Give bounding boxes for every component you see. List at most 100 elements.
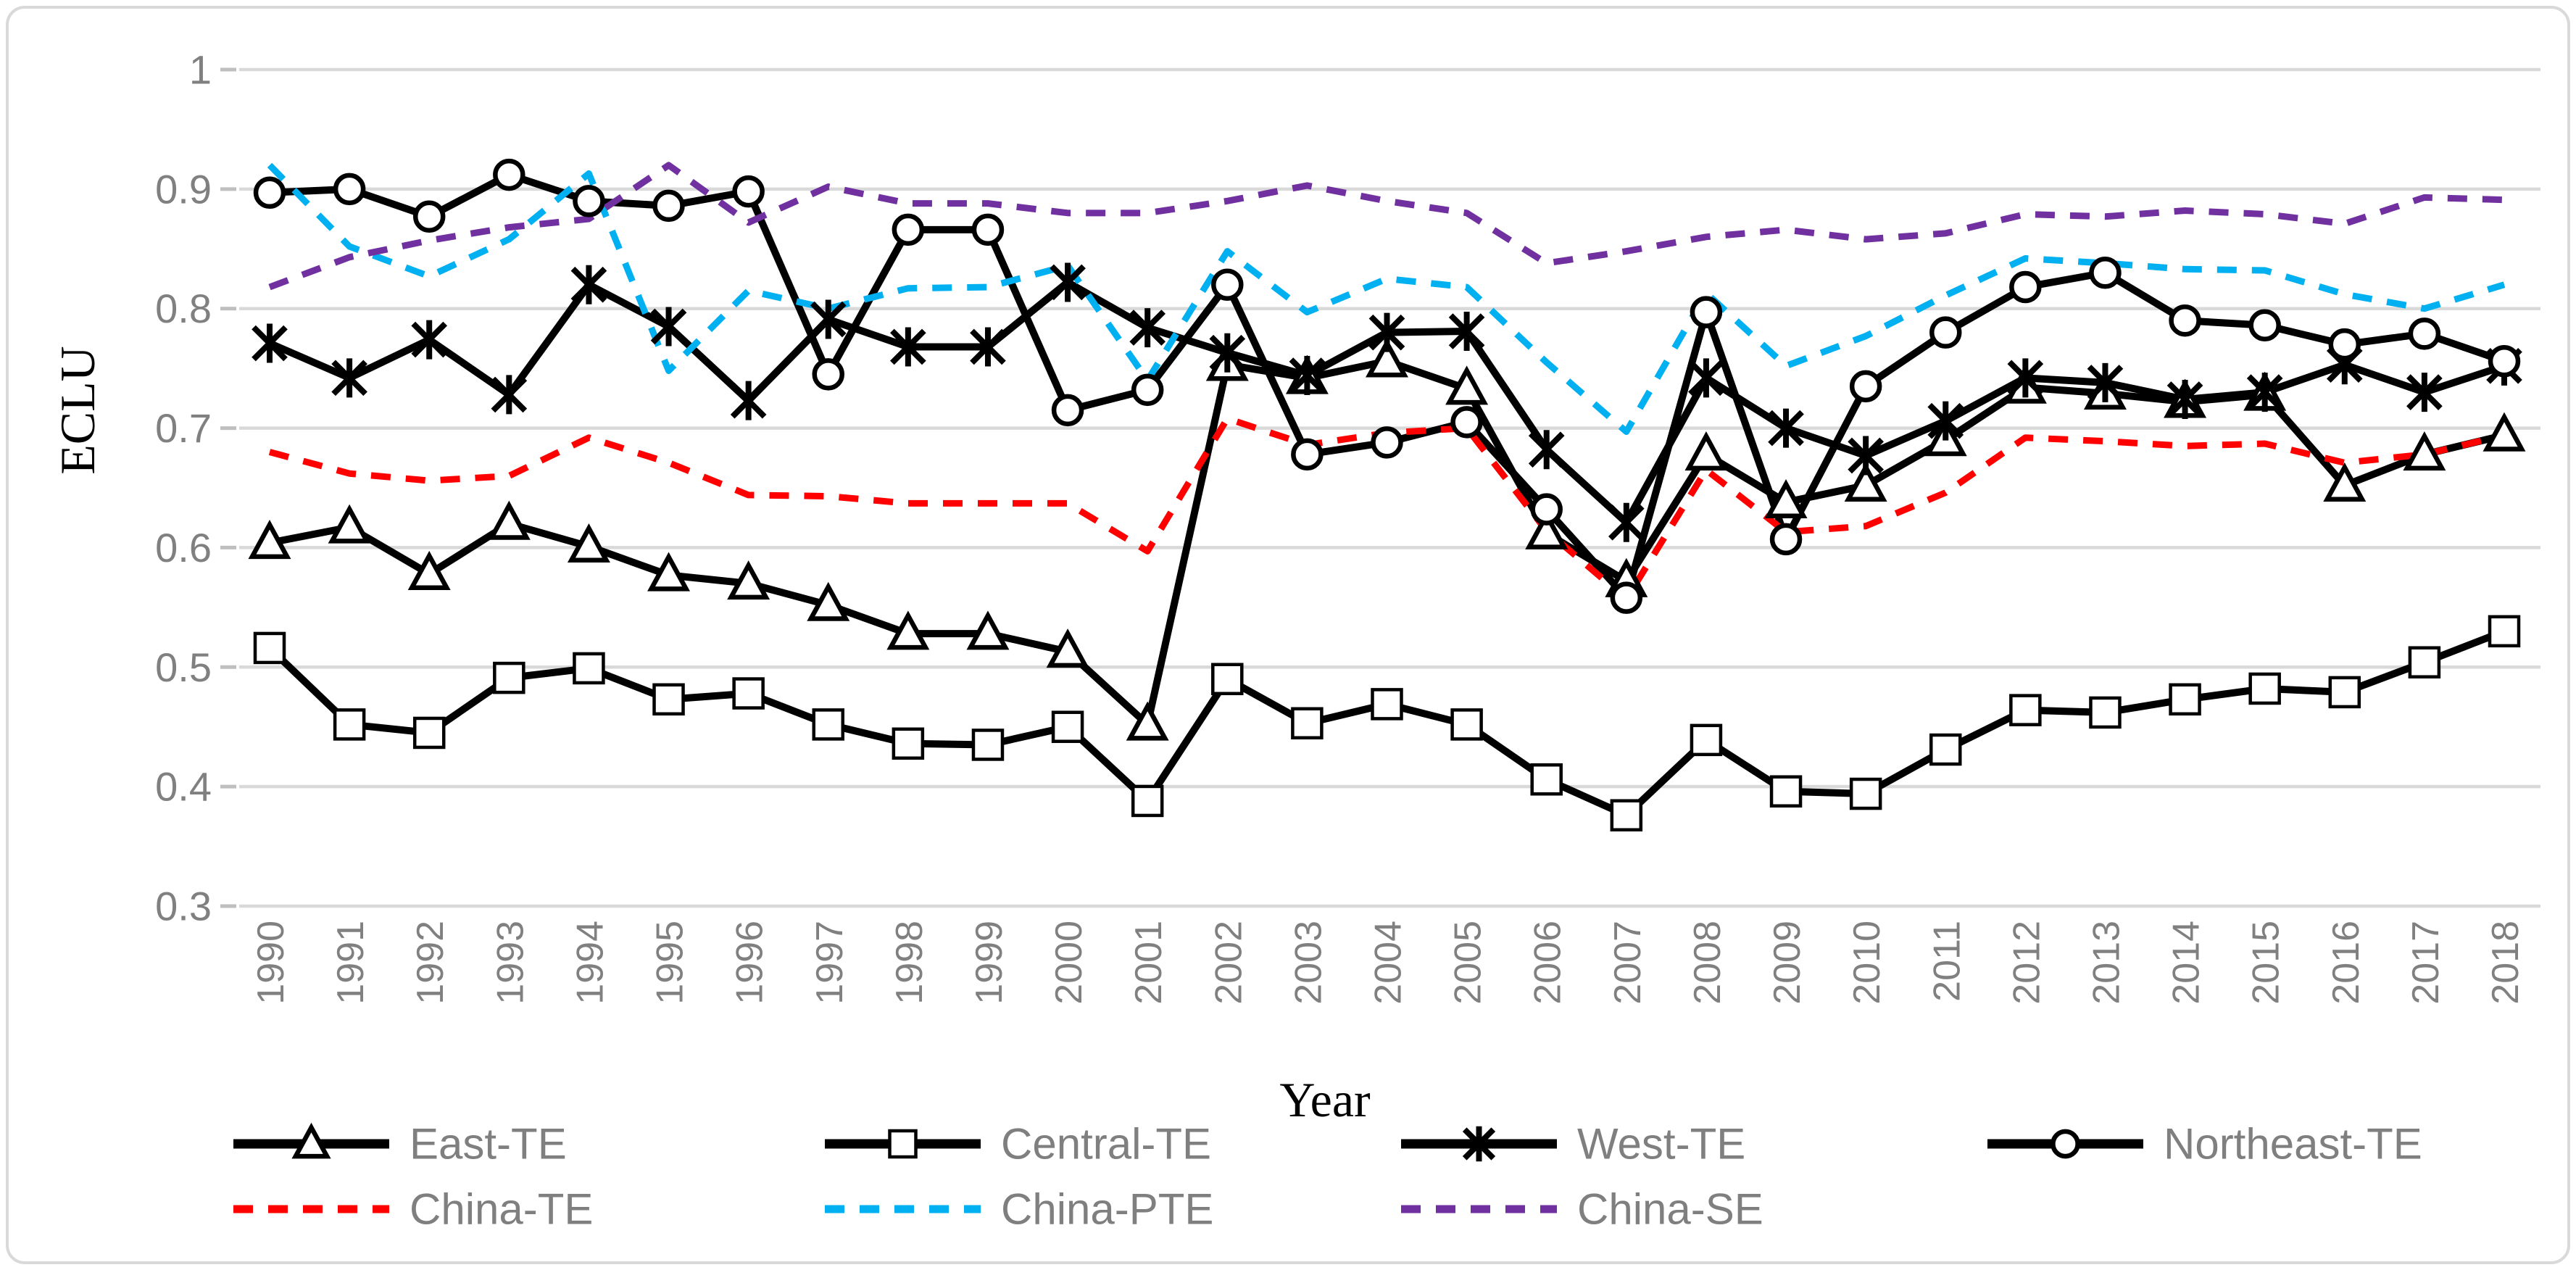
asterisk-marker <box>2087 362 2124 402</box>
triangle-marker <box>328 504 371 544</box>
x-tick-label-1997: 1997 <box>809 921 851 1005</box>
asterisk-marker <box>1608 502 1645 542</box>
circle-marker <box>412 200 446 233</box>
circle-marker <box>1849 370 1882 403</box>
x-tick-label-2013: 2013 <box>2085 921 2127 1005</box>
square-marker <box>2009 694 2042 726</box>
square-marker <box>2169 683 2201 716</box>
asterisk-marker <box>730 381 767 420</box>
asterisk-marker <box>331 358 367 398</box>
triangle-marker <box>248 520 291 560</box>
asterisk-marker <box>2166 380 2203 420</box>
triangle-marker <box>1445 365 1489 405</box>
square-marker <box>1450 708 1483 741</box>
circle-marker <box>1450 406 1483 439</box>
x-tick-label-2017: 2017 <box>2405 921 2447 1005</box>
asterisk-marker <box>1209 333 1246 373</box>
circle-marker <box>1371 426 1403 459</box>
asterisk-marker <box>570 265 607 304</box>
triangle-marker <box>2403 431 2446 471</box>
square-marker <box>493 661 525 694</box>
asterisk-marker <box>810 299 847 339</box>
square-marker <box>2248 672 2281 705</box>
x-tick-label-2016: 2016 <box>2325 921 2367 1005</box>
x-tick-label-1998: 1998 <box>889 921 931 1005</box>
legend-item-China-SE: China-SE <box>1401 1185 1763 1234</box>
legend-label: China-TE <box>410 1185 593 1234</box>
x-tick-label-2018: 2018 <box>2485 921 2527 1005</box>
legend: East-TE Central-TE West-TE Northeast-TE Chin… <box>233 1120 2422 1234</box>
circle-marker <box>1690 296 1723 328</box>
triangle-marker <box>886 610 930 650</box>
markers-West-TE <box>252 262 2522 542</box>
y-axis-tick-labels: 1 0.9 0.8 0.7 0.6 0.5 0.4 0.3 <box>155 47 212 929</box>
y-tick-label: 0.6 <box>155 525 212 570</box>
asterisk-marker <box>1368 312 1405 352</box>
x-tick-label-1994: 1994 <box>569 921 611 1005</box>
square-marker <box>1530 763 1563 796</box>
triangle-marker <box>647 552 691 592</box>
x-axis-tick-labels: 1990 1991 1992 1993 1994 1995 1996 1997 1998 1999… <box>250 921 2527 1005</box>
x-tick-label-2009: 2009 <box>1766 921 1808 1005</box>
square-marker <box>812 708 844 741</box>
circle-marker <box>1211 268 1244 301</box>
circle-marker <box>2089 257 2122 289</box>
asterisk-marker <box>1129 308 1166 348</box>
legend-label: West-TE <box>1577 1120 1745 1169</box>
triangle-marker <box>1764 478 1808 519</box>
square-marker <box>892 727 925 760</box>
square-marker <box>2089 696 2122 729</box>
square-marker <box>573 652 605 685</box>
legend-item-Northeast-TE: Northeast-TE <box>1987 1120 2422 1169</box>
series-markers <box>248 158 2526 831</box>
x-tick-label-2001: 2001 <box>1128 921 1170 1005</box>
triangle-marker <box>1366 338 1408 378</box>
legend-item-China-PTE: China-PTE <box>825 1185 1213 1234</box>
circle-marker <box>1291 438 1324 471</box>
markers-Central-TE <box>253 615 2521 831</box>
asterisk-marker <box>650 307 687 346</box>
asterisk-marker <box>1848 436 1884 476</box>
x-tick-label-2002: 2002 <box>1208 921 1250 1005</box>
triangle-marker <box>487 500 531 540</box>
x-tick-label-2000: 2000 <box>1048 921 1090 1005</box>
asterisk-marker <box>252 323 288 363</box>
square-marker <box>253 631 286 665</box>
x-axis-title: Year <box>1279 1072 1371 1127</box>
series-line-China-PTE <box>267 162 2506 436</box>
x-tick-label-2005: 2005 <box>1447 921 1489 1005</box>
legend-label: China-SE <box>1577 1185 1763 1234</box>
circle-marker <box>253 176 286 209</box>
asterisk-marker <box>970 327 1006 367</box>
x-tick-label-1996: 1996 <box>729 921 771 1005</box>
x-tick-label-1993: 1993 <box>489 921 531 1005</box>
triangle-marker <box>1046 628 1089 668</box>
square-marker <box>1051 710 1084 743</box>
square-marker <box>971 729 1005 761</box>
y-tick-label: 0.3 <box>155 884 212 929</box>
triangle-marker <box>407 550 451 590</box>
square-marker <box>333 708 366 741</box>
asterisk-marker <box>491 375 528 415</box>
asterisk-marker <box>1448 312 1485 352</box>
square-marker <box>732 677 765 710</box>
y-tick-label: 1 <box>189 47 212 93</box>
x-tick-label-2004: 2004 <box>1368 921 1410 1005</box>
triangle-marker <box>1844 462 1887 502</box>
asterisk-marker <box>2246 373 2283 412</box>
asterisk-marker <box>411 320 448 360</box>
circle-marker <box>2169 304 2201 337</box>
x-tick-label-2006: 2006 <box>1527 921 1569 1005</box>
x-tick-label-2010: 2010 <box>1846 921 1888 1005</box>
legend-item-West-TE: West-TE <box>1401 1120 1745 1169</box>
triangle-marker <box>966 610 1010 650</box>
gridlines <box>220 67 2540 908</box>
square-marker <box>1131 784 1164 818</box>
circle-marker <box>1610 581 1643 614</box>
y-tick-label: 0.4 <box>155 764 212 810</box>
triangle-marker <box>1684 431 1728 471</box>
circle-marker <box>1929 316 1962 349</box>
triangle-marker <box>567 523 610 563</box>
square-marker <box>2488 615 2521 648</box>
legend-label: Northeast-TE <box>2164 1120 2422 1169</box>
